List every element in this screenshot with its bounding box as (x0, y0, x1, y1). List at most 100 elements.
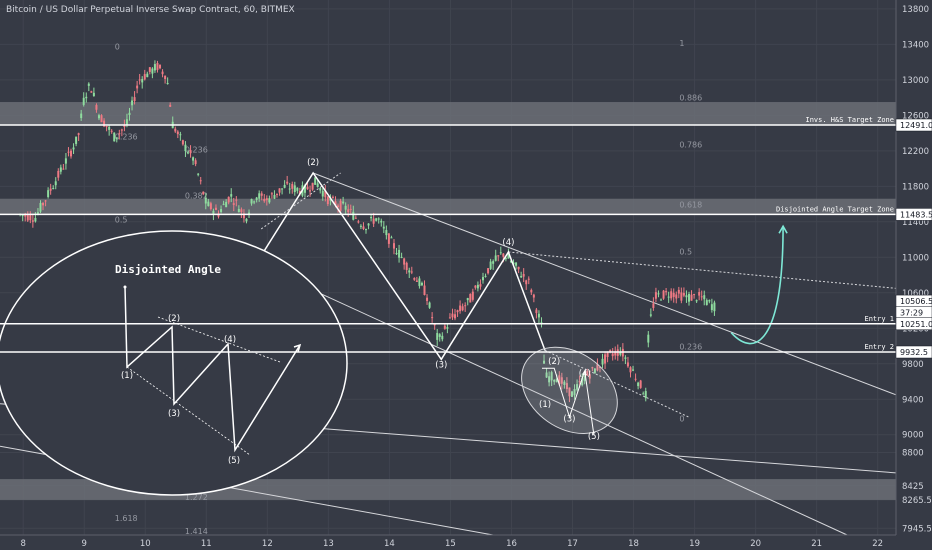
candle-body (696, 300, 698, 301)
time-tick-label: 9 (82, 539, 87, 549)
candle-body (365, 229, 367, 230)
candle-body (362, 226, 364, 229)
candle-body (602, 359, 604, 365)
wave-label: (4) (579, 369, 591, 379)
candle-body (388, 234, 390, 244)
price-tick-label: 13800 (902, 5, 929, 15)
candle-body (688, 294, 690, 302)
candle-body (632, 369, 634, 370)
candle-body (174, 129, 176, 132)
candle-body (393, 243, 395, 248)
candle-body (368, 224, 370, 226)
candle-body (220, 209, 222, 212)
candle-body (655, 292, 657, 299)
time-tick-label: 16 (506, 539, 517, 549)
candle-body (205, 198, 207, 204)
candle-body (711, 304, 713, 310)
candle-body (210, 203, 212, 209)
candle-body (604, 354, 606, 363)
candle-body (441, 336, 443, 339)
candle-body (34, 218, 36, 221)
fib-level-label: 0.886 (679, 93, 702, 102)
candle-body (179, 134, 181, 135)
candle-body (139, 79, 141, 80)
price-tick-label: 11800 (902, 182, 929, 192)
price-tick-label: 9000 (902, 431, 924, 441)
time-axis[interactable]: 8 9 10 11 12 13 14 15 16 17 18 19 20 21 22 (0, 535, 932, 550)
candle-body (225, 202, 227, 207)
candle-body (39, 203, 41, 212)
candle-body (523, 274, 525, 277)
candle-body (251, 199, 253, 203)
candle-body (462, 306, 464, 310)
candle-body (454, 314, 456, 318)
candle-body (118, 133, 120, 134)
candle-body (431, 317, 433, 318)
fib-level-label: 1.618 (115, 514, 138, 523)
fib-level-label: 0.382 (185, 192, 208, 201)
candle-body (327, 197, 329, 204)
candle-body (713, 303, 715, 312)
candle-body (245, 219, 247, 221)
candle-body (515, 263, 517, 266)
candle-body (111, 131, 113, 132)
candle-body (149, 67, 151, 72)
target-zone (0, 199, 896, 215)
candle-body (121, 129, 123, 130)
candle-body (312, 183, 314, 190)
candle-body (273, 195, 275, 199)
candle-body (116, 137, 118, 138)
candle-body (128, 113, 130, 115)
candle-body (202, 192, 204, 194)
candle-body (27, 214, 29, 220)
candle-body (307, 187, 309, 190)
candle-body (624, 357, 626, 358)
candle-body (42, 203, 44, 205)
candle-body (228, 197, 230, 203)
price-badge-label: 37:29 (900, 308, 923, 317)
candle-body (212, 211, 214, 214)
candle-body (683, 293, 685, 296)
fib-level-label: 0 (679, 414, 684, 423)
candle-body (332, 197, 334, 198)
wave-label: (3) (435, 360, 447, 370)
fib-level-label: 0.236 (679, 343, 702, 352)
candle-body (261, 193, 263, 195)
candle-body (424, 286, 426, 295)
candle-body (162, 72, 164, 74)
candle-body (62, 169, 64, 170)
candle-body (85, 97, 87, 98)
candle-body (518, 267, 520, 269)
candle-body (446, 327, 448, 329)
candle-body (230, 194, 232, 197)
candle-body (490, 262, 492, 269)
candle-body (535, 310, 537, 314)
price-badge-label: 11483.5 (900, 210, 932, 219)
candle-body (29, 215, 31, 220)
candle-body (291, 184, 293, 189)
candle-body (98, 115, 100, 118)
candle-body (355, 218, 357, 219)
wave-label: (2) (548, 357, 560, 367)
candle-body (698, 292, 700, 296)
inset-wave-label: (2) (168, 314, 180, 324)
candle-body (650, 314, 652, 315)
candle-body (78, 133, 80, 135)
candle-body (642, 393, 644, 394)
time-tick-label: 15 (445, 539, 456, 549)
candle-body (373, 219, 375, 224)
candle-body (263, 199, 265, 201)
time-tick-label: 14 (384, 539, 395, 549)
candle-body (660, 300, 662, 301)
horizontal-line-label: Invs. H&S Target Zone (805, 116, 894, 124)
candle-body (479, 284, 481, 286)
candle-body (495, 255, 497, 260)
price-axis[interactable]: 13800 13400 13000 12600 12200 11800 11400 11000… (896, 0, 932, 550)
candle-body (652, 303, 654, 308)
time-tick-label: 8 (20, 539, 25, 549)
candle-body (670, 291, 672, 298)
candle-body (703, 295, 705, 299)
inset-start-dot (124, 286, 127, 289)
disjointed-angle-inset: Disjointed Angle(1)(2)(3)(4)(5) (0, 231, 347, 495)
